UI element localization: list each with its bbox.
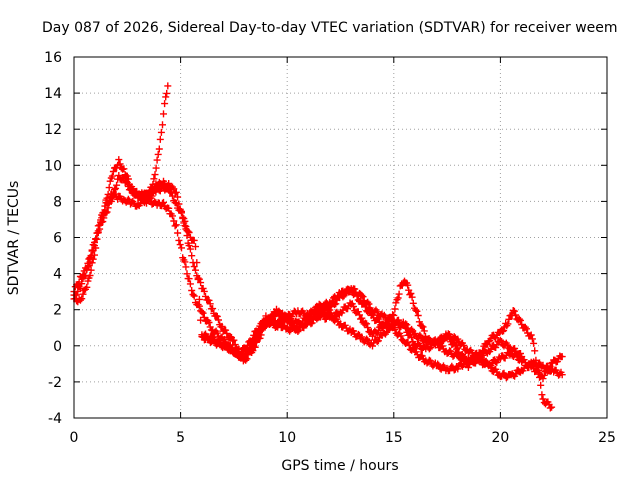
axis-ticks <box>73 56 608 419</box>
gridlines <box>74 57 607 418</box>
chart-title: Day 087 of 2026, Sidereal Day-to-day VTE… <box>42 20 618 36</box>
series-track-3 <box>70 172 556 412</box>
data-series <box>70 82 566 412</box>
series-marks <box>70 172 556 412</box>
y-tick-label: 8 <box>53 194 62 210</box>
y-tick-label: 4 <box>53 267 62 283</box>
x-tick-label: 20 <box>491 430 509 446</box>
series-marks <box>198 306 526 365</box>
x-tick-label: 15 <box>385 430 403 446</box>
y-tick-label: -2 <box>48 375 62 391</box>
y-tick-label: -4 <box>48 411 62 427</box>
y-tick-label: 14 <box>44 86 62 102</box>
y-tick-label: 10 <box>44 158 62 174</box>
series-marks <box>128 82 172 207</box>
x-tick-label: 0 <box>70 430 79 446</box>
y-tick-label: 2 <box>53 303 62 319</box>
y-tick-label: 6 <box>53 231 62 247</box>
x-tick-labels: 0 5 10 15 20 25 <box>70 430 616 446</box>
x-tick-label: 10 <box>278 430 296 446</box>
x-tick-label: 25 <box>598 430 616 446</box>
y-tick-label: 16 <box>44 50 62 66</box>
y-tick-label: 0 <box>53 339 62 355</box>
y-axis-label: SDTVAR / TECUs <box>6 181 22 296</box>
series-track-5 <box>198 306 526 365</box>
series-track-4 <box>128 82 172 207</box>
y-tick-labels: -4 -2 0 2 4 6 8 10 12 14 16 <box>44 50 62 427</box>
x-axis-label: GPS time / hours <box>281 458 398 474</box>
y-tick-label: 12 <box>44 122 62 138</box>
x-tick-label: 5 <box>176 430 185 446</box>
